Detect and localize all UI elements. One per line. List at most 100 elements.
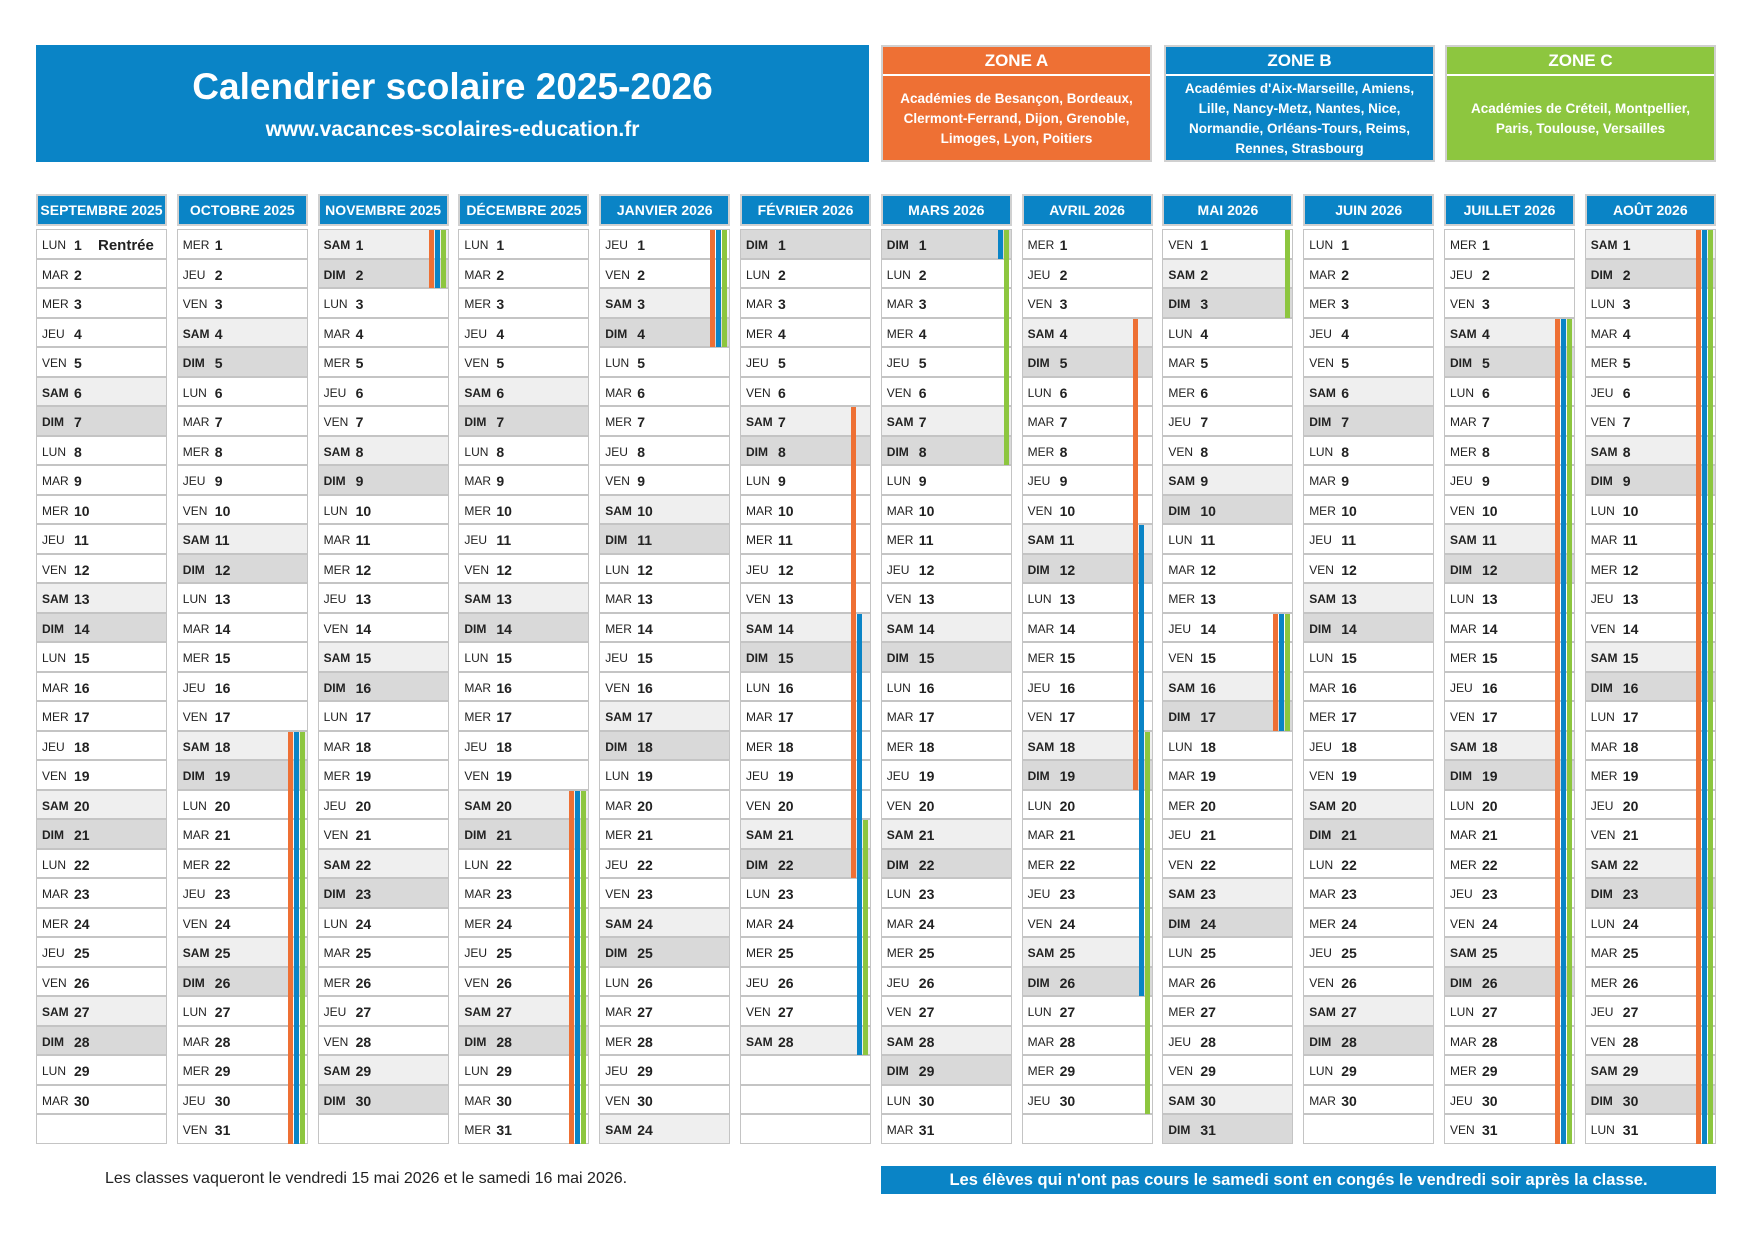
day-cell bbox=[458, 937, 590, 967]
day-cell bbox=[458, 848, 590, 878]
weekday: LUN bbox=[886, 267, 911, 282]
weekday: MAR bbox=[605, 385, 632, 400]
day-number: 5 bbox=[1622, 355, 1631, 371]
day-cell bbox=[317, 878, 449, 908]
day-cell bbox=[1444, 701, 1575, 731]
day-cell bbox=[36, 730, 167, 760]
day-number: 1 bbox=[1341, 237, 1349, 253]
weekday: VEN bbox=[42, 356, 67, 370]
day-cell bbox=[36, 878, 167, 908]
weekday: VEN bbox=[1027, 916, 1053, 931]
day-number: 21 bbox=[496, 827, 512, 843]
day-cell bbox=[599, 701, 731, 731]
day-cell bbox=[1021, 1055, 1153, 1085]
day-cell bbox=[740, 612, 871, 642]
weekday: SAM bbox=[323, 444, 351, 459]
day-cell bbox=[599, 996, 731, 1026]
month-header: NOVEMBRE 2025 bbox=[317, 194, 449, 226]
weekday: VEN bbox=[605, 474, 630, 488]
day-cell bbox=[458, 376, 590, 406]
vacation-bar bbox=[716, 230, 722, 347]
weekday: VEN bbox=[182, 1123, 208, 1137]
weekday: DIM bbox=[1450, 356, 1472, 370]
day-number: 15 bbox=[637, 650, 653, 666]
weekday: DIM bbox=[605, 946, 628, 960]
weekday: MER bbox=[886, 739, 914, 754]
day-number: 29 bbox=[214, 1063, 231, 1079]
weekday: MER bbox=[464, 916, 492, 931]
day-number: 29 bbox=[74, 1063, 90, 1079]
day-number: 8 bbox=[778, 443, 786, 460]
weekday: LUN bbox=[1309, 651, 1334, 665]
day-number: 1 bbox=[637, 237, 645, 253]
day-cell bbox=[880, 1084, 1012, 1114]
day-number: 2 bbox=[1622, 266, 1631, 283]
day-number: 4 bbox=[355, 325, 364, 342]
weekday: VEN bbox=[1168, 238, 1194, 252]
day-number: 2 bbox=[74, 266, 82, 283]
day-cell bbox=[1584, 878, 1716, 908]
weekday: DIM bbox=[1309, 415, 1332, 429]
day-number: 29 bbox=[1200, 1063, 1216, 1079]
day-number: 2 bbox=[1059, 266, 1068, 283]
day-number: 12 bbox=[1622, 561, 1639, 578]
weekday: DIM bbox=[746, 651, 768, 665]
weekday: LUN bbox=[605, 562, 630, 577]
day-number: 18 bbox=[214, 738, 231, 755]
day-number: 25 bbox=[637, 945, 653, 961]
weekday: MER bbox=[746, 946, 773, 960]
day-number: 12 bbox=[355, 561, 372, 578]
vacation-bar bbox=[1279, 613, 1285, 731]
weekday: SAM bbox=[464, 592, 492, 606]
day-number: 1 bbox=[778, 237, 786, 253]
day-cell bbox=[176, 583, 308, 613]
weekday: JEU bbox=[746, 356, 769, 370]
day-cell bbox=[880, 258, 1012, 288]
day-number: 4 bbox=[74, 325, 82, 342]
weekday: JEU bbox=[1168, 415, 1192, 429]
weekday: SAM bbox=[605, 503, 632, 518]
weekday: MAR bbox=[1027, 415, 1055, 429]
day-cell bbox=[317, 760, 449, 790]
day-cell bbox=[1303, 347, 1435, 377]
weekday: MER bbox=[1168, 592, 1196, 606]
day-number: 24 bbox=[637, 915, 653, 932]
vacation-bar bbox=[1555, 318, 1560, 1144]
day-cell bbox=[1303, 288, 1435, 318]
day-cell bbox=[317, 671, 449, 701]
day-cell bbox=[317, 730, 449, 760]
day-number: 24 bbox=[1622, 915, 1639, 932]
weekday: JEU bbox=[182, 1093, 206, 1108]
day-cell bbox=[1303, 553, 1435, 583]
weekday: JEU bbox=[42, 739, 65, 754]
day-cell bbox=[1021, 583, 1153, 613]
day-cell bbox=[1584, 229, 1716, 259]
day-number: 6 bbox=[1622, 384, 1631, 401]
month-header: SEPTEMBRE 2025 bbox=[36, 194, 167, 226]
day-cell bbox=[599, 1084, 731, 1114]
day-number: 30 bbox=[1482, 1092, 1498, 1109]
weekday: JEU bbox=[1309, 946, 1332, 960]
day-cell bbox=[1021, 1025, 1153, 1055]
day-cell bbox=[740, 376, 871, 406]
day-number: 13 bbox=[1059, 591, 1076, 607]
day-number: 29 bbox=[1059, 1063, 1076, 1079]
day-cell bbox=[317, 406, 449, 436]
day-cell bbox=[176, 435, 308, 465]
day-cell bbox=[599, 612, 731, 642]
day-cell bbox=[458, 1084, 590, 1114]
day-number: 9 bbox=[918, 473, 927, 489]
day-cell bbox=[1303, 494, 1435, 524]
weekday: SAM bbox=[42, 798, 69, 813]
weekday: MER bbox=[1450, 444, 1477, 459]
weekday: JEU bbox=[464, 739, 488, 754]
day-number: 6 bbox=[496, 384, 505, 401]
day-cell bbox=[176, 760, 308, 790]
month-header: MAI 2026 bbox=[1162, 194, 1294, 226]
weekday: VEN bbox=[605, 680, 630, 695]
weekday: LUN bbox=[1590, 710, 1615, 724]
weekday: MAR bbox=[1590, 533, 1618, 547]
day-number: 20 bbox=[1341, 797, 1357, 814]
day-number: 10 bbox=[74, 502, 90, 519]
day-cell bbox=[176, 288, 308, 318]
